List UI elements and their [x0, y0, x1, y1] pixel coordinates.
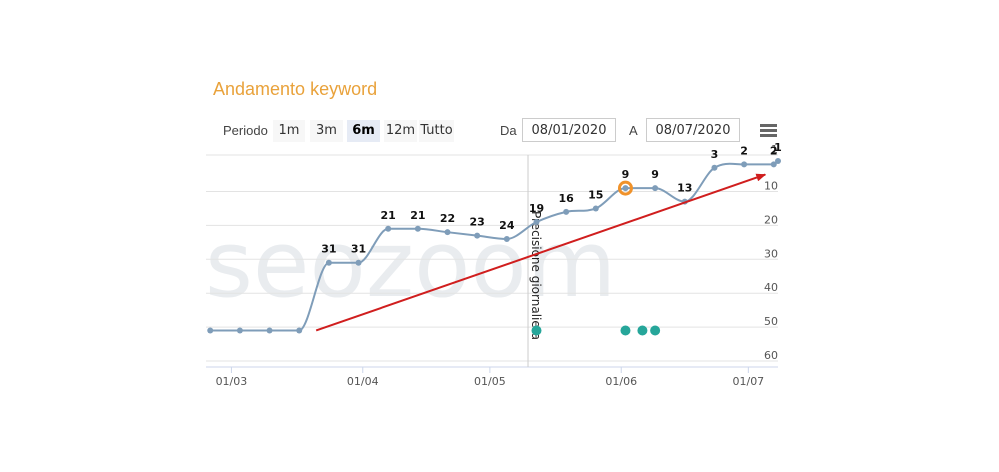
- data-point: [236, 327, 243, 334]
- data-point: [741, 161, 748, 168]
- data-label: 9: [651, 168, 659, 181]
- data-label: 31: [321, 243, 336, 256]
- data-point: [325, 259, 332, 266]
- data-label: 31: [351, 243, 366, 256]
- data-point: [770, 161, 777, 168]
- data-label: 1: [774, 141, 782, 154]
- data-point: [444, 229, 451, 236]
- data-label: 16: [558, 192, 574, 205]
- data-point: [355, 259, 362, 266]
- event-marker: [637, 325, 648, 336]
- y-tick-label: 30: [764, 247, 778, 260]
- event-marker: [650, 325, 661, 336]
- y-tick-label: 50: [764, 315, 778, 328]
- range-1m-button[interactable]: 1m: [273, 120, 305, 142]
- data-point: [622, 185, 629, 192]
- range-12m-button[interactable]: 12m: [384, 120, 417, 142]
- y-tick-label: 60: [764, 349, 778, 362]
- data-point: [592, 205, 599, 212]
- to-label: A: [629, 123, 638, 138]
- data-point: [711, 164, 718, 171]
- data-label: 24: [499, 219, 515, 232]
- x-tick-label: 01/05: [474, 375, 506, 388]
- data-point: [503, 235, 510, 242]
- from-label: Da: [500, 123, 517, 138]
- y-tick-label: 40: [764, 281, 778, 294]
- range-3m-button[interactable]: 3m: [310, 120, 343, 142]
- x-tick-label: 01/06: [605, 375, 637, 388]
- to-date-input[interactable]: [646, 118, 740, 142]
- data-label: 19: [529, 202, 544, 215]
- watermark-text: seozoom: [205, 211, 616, 318]
- from-date-input[interactable]: [522, 118, 616, 142]
- event-marker: [620, 325, 631, 336]
- data-label: 3: [711, 148, 719, 161]
- data-point: [414, 225, 421, 232]
- range-all-button[interactable]: Tutto: [419, 120, 454, 142]
- data-point: [385, 225, 392, 232]
- plot-line-label: Precisione giornaliera: [529, 211, 543, 340]
- range-6m-button[interactable]: 6m: [347, 120, 380, 142]
- x-tick-label: 01/07: [732, 375, 764, 388]
- x-tick-label: 01/03: [216, 375, 248, 388]
- data-point: [207, 327, 214, 334]
- data-point: [775, 158, 781, 164]
- trend-arrow: [315, 173, 767, 332]
- data-point: [266, 327, 273, 334]
- y-tick-label: 1: [771, 143, 778, 156]
- event-marker: [531, 325, 542, 336]
- data-label: 9: [622, 168, 630, 181]
- data-label: 21: [410, 209, 425, 222]
- highlight-point: [617, 180, 633, 196]
- data-label: 21: [381, 209, 396, 222]
- data-point: [533, 219, 540, 226]
- data-point: [563, 208, 570, 215]
- data-label: 13: [677, 182, 692, 195]
- period-label: Periodo: [223, 123, 268, 138]
- chart-menu-icon[interactable]: [760, 124, 777, 138]
- data-point: [474, 232, 481, 239]
- data-label: 2: [740, 144, 748, 157]
- y-tick-label: 20: [764, 213, 778, 226]
- chart-title: Andamento keyword: [213, 79, 378, 99]
- data-label: 22: [440, 212, 455, 225]
- chart-toolbar: Periodo 1m 3m 6m 12m Tutto Da A: [0, 118, 999, 144]
- y-tick-label: 10: [764, 180, 778, 193]
- x-tick-label: 01/04: [347, 375, 379, 388]
- data-point: [652, 185, 659, 192]
- data-label: 15: [588, 188, 603, 201]
- data-point: [296, 327, 303, 334]
- data-label: 2: [770, 144, 778, 157]
- data-label: 23: [470, 216, 485, 229]
